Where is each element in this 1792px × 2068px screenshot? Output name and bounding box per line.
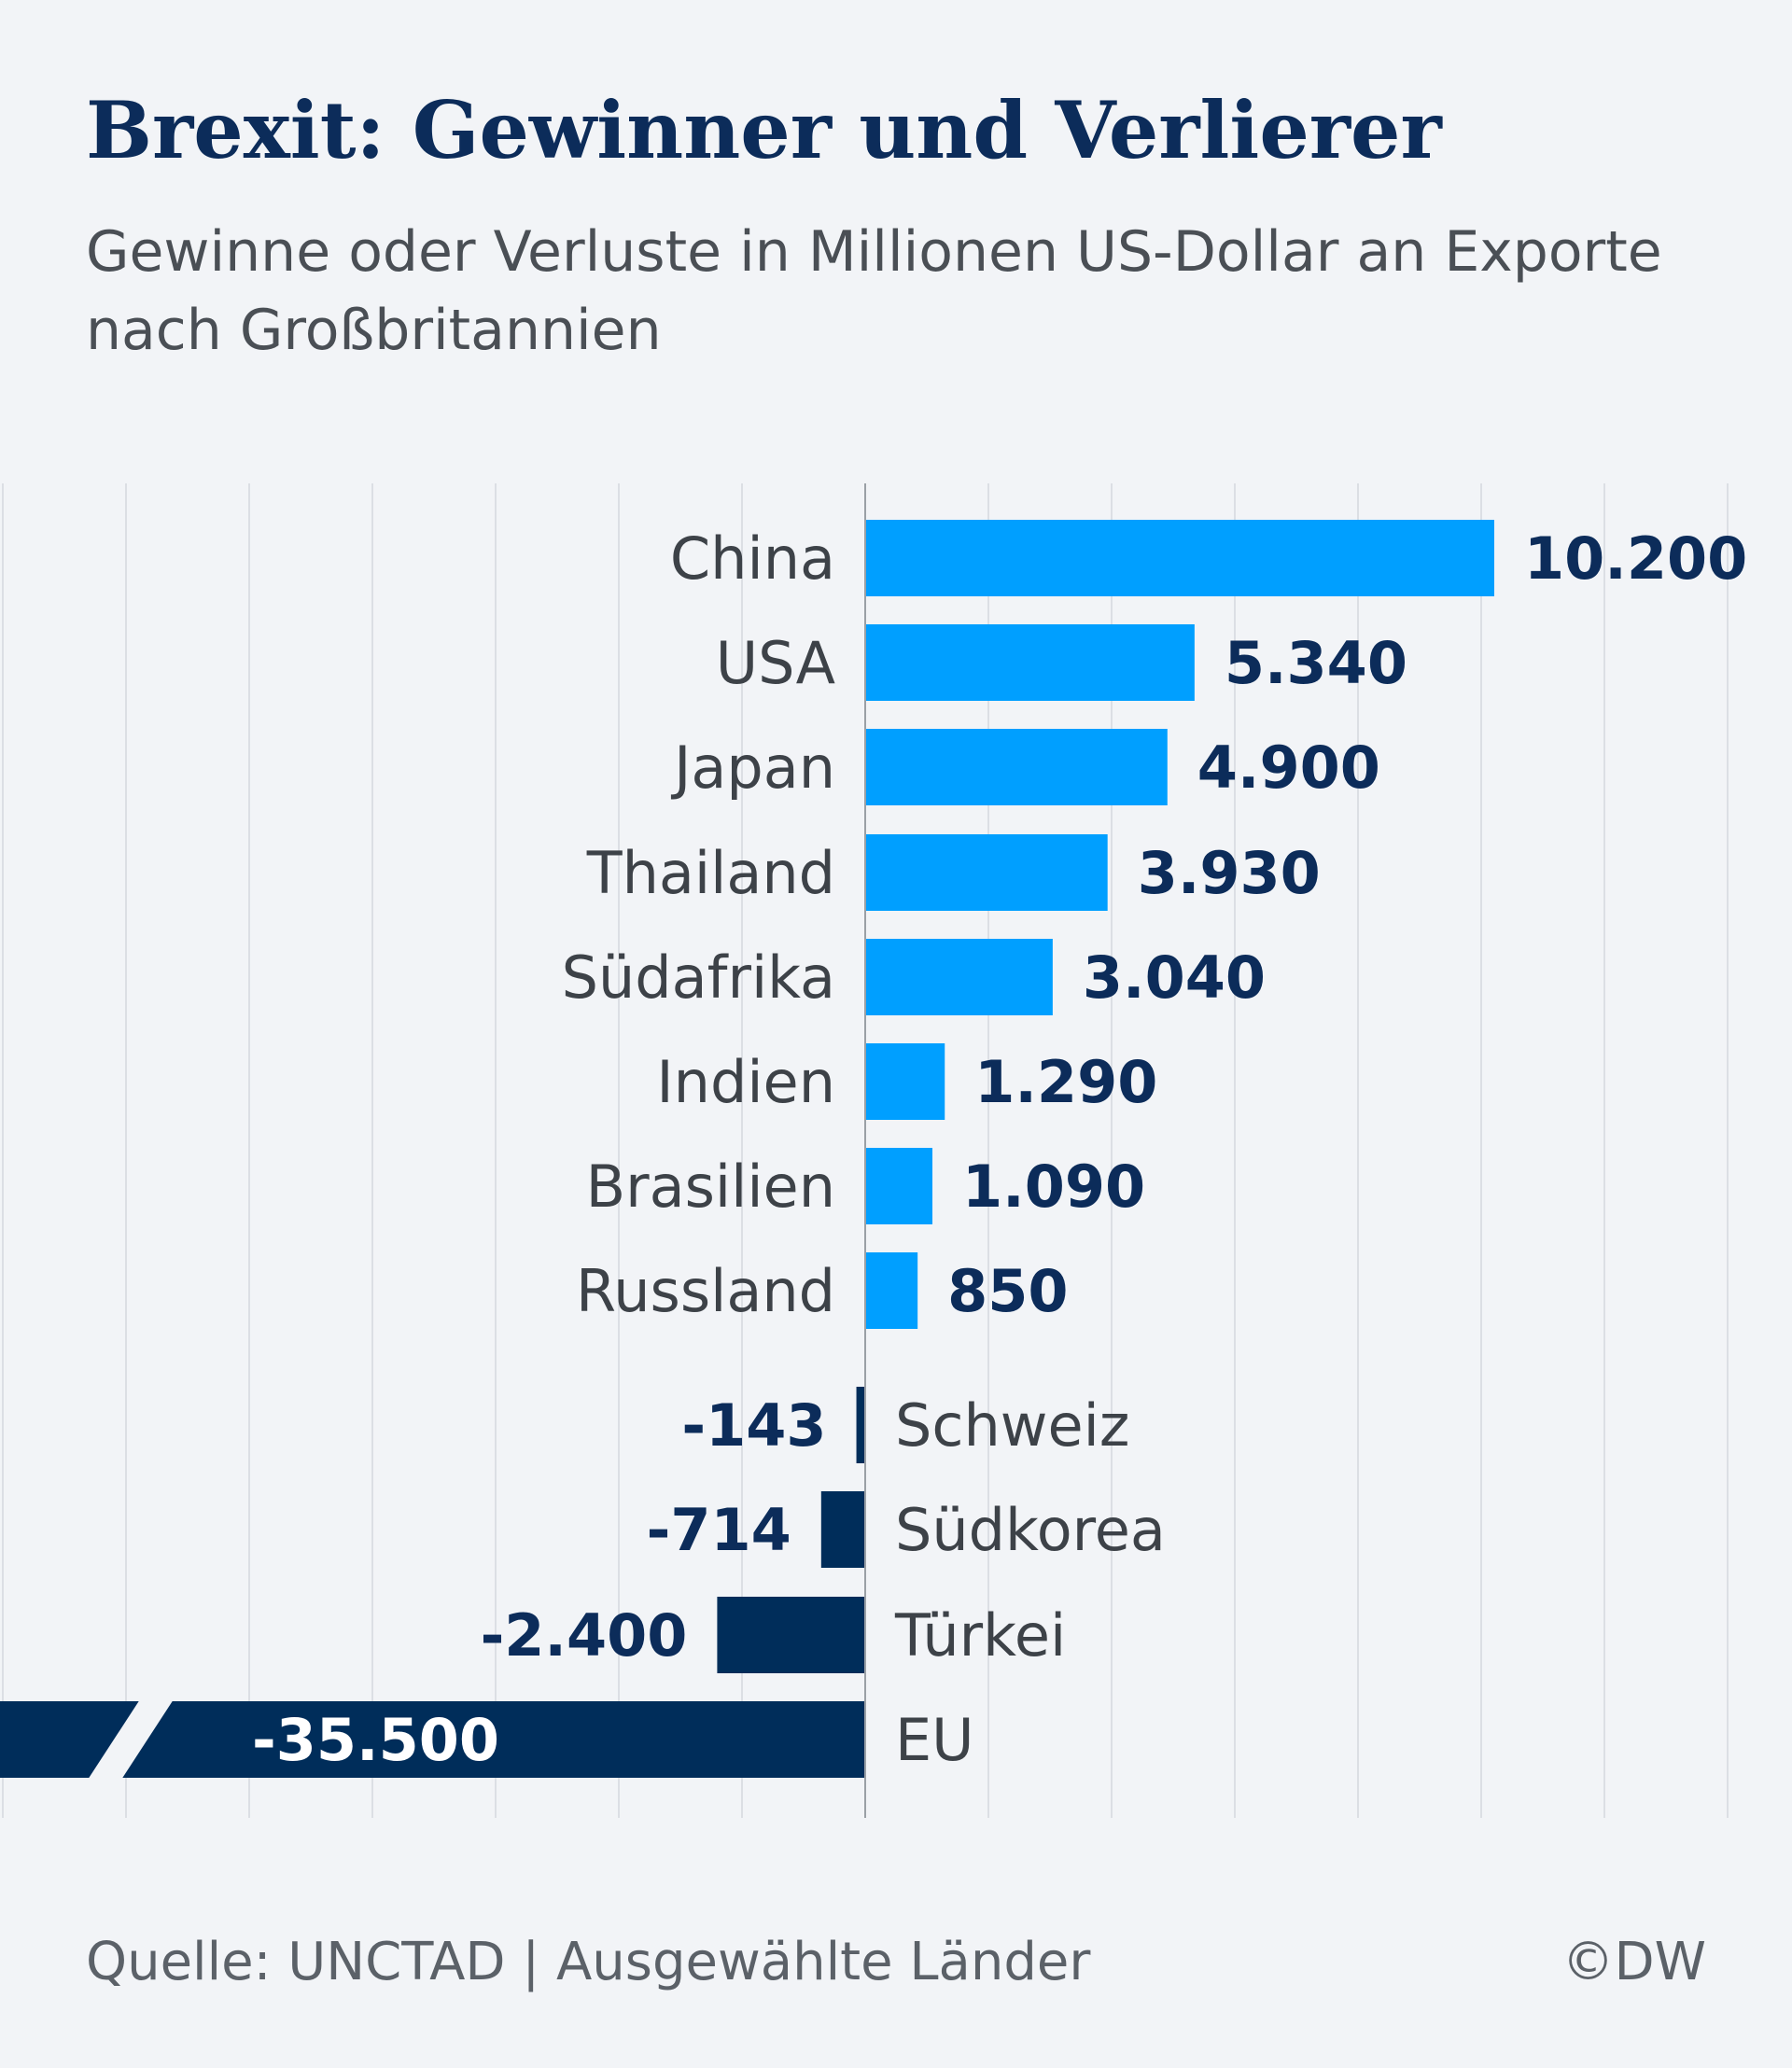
bar [865, 834, 1108, 911]
value-label: 3.040 [1083, 943, 1266, 1012]
value-label: 850 [947, 1257, 1068, 1325]
category-label: EU [895, 1706, 974, 1774]
source-note: Quelle: UNCTAD | Ausgewählte Länder [86, 1932, 1091, 1992]
bar [865, 520, 1494, 596]
value-label: -2.400 [481, 1601, 688, 1670]
category-label: Brasilien [586, 1153, 835, 1221]
category-label: Schweiz [895, 1391, 1129, 1460]
brand-logo: ©DW [1561, 1932, 1707, 1992]
category-label: Südafrika [562, 943, 835, 1012]
bar [865, 939, 1053, 1015]
value-label: -35.500 [252, 1706, 499, 1774]
category-label: USA [716, 629, 835, 697]
bar [865, 1043, 945, 1120]
axis-break-marker [88, 1699, 174, 1780]
value-label: 3.930 [1138, 839, 1321, 907]
category-label: Japan [670, 734, 835, 802]
bar [865, 1252, 918, 1329]
bar [717, 1597, 865, 1673]
chart-title: Brexit: Gewinner und Verlierer [86, 84, 1442, 176]
value-label: -143 [681, 1391, 826, 1460]
value-label: 1.290 [974, 1048, 1157, 1116]
value-label: 10.200 [1524, 524, 1747, 593]
value-label: -714 [647, 1496, 791, 1564]
bar [865, 729, 1168, 805]
value-label: 1.090 [962, 1153, 1145, 1221]
bar [865, 1148, 933, 1224]
category-label: Türkei [894, 1601, 1066, 1670]
category-label: Südkorea [895, 1496, 1166, 1564]
category-label: Russland [576, 1257, 835, 1325]
bar [820, 1491, 865, 1568]
category-label: China [670, 524, 835, 593]
bar [856, 1387, 865, 1463]
bar [0, 1701, 865, 1778]
category-label: Indien [656, 1048, 835, 1116]
category-label: Thailand [586, 839, 835, 907]
chart-subtitle: Gewinne oder Verluste in Millionen US-Do… [86, 219, 1662, 363]
value-label: 4.900 [1197, 734, 1380, 802]
value-label: 5.340 [1225, 629, 1407, 697]
bar-chart: China 10.200 USA 5.340 Japan 4.900 Thailand 3.9… [0, 483, 1747, 1818]
bar [865, 624, 1195, 701]
